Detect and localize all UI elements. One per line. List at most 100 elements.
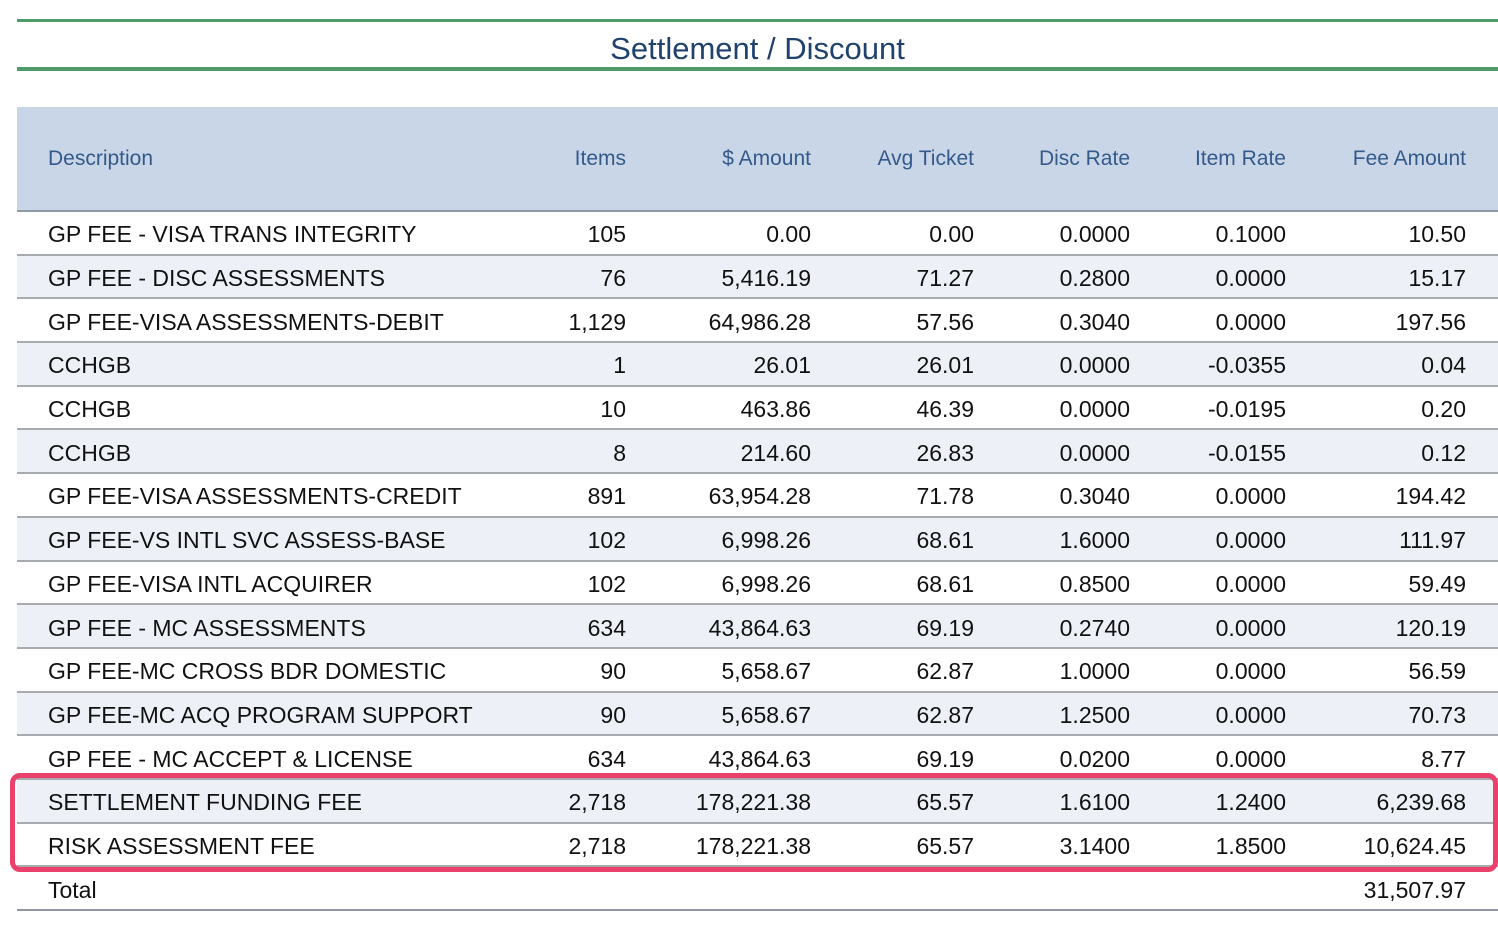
cell-fee-amount: 10,624.45 <box>1363 832 1466 859</box>
cell-item-rate: 0.0000 <box>1215 308 1286 335</box>
total-disc-rate <box>974 866 1130 910</box>
total-amount <box>626 866 811 910</box>
header-spacer <box>1466 107 1498 212</box>
cell-amount: 26.01 <box>753 352 811 379</box>
cell-item-rate: -0.0195 <box>1207 396 1286 423</box>
cell-fee-amount: 0.12 <box>1421 439 1466 466</box>
total-items <box>537 866 626 910</box>
total-label: Total <box>48 876 97 903</box>
cell-spacer <box>1466 473 1498 517</box>
header-item-rate: Item Rate <box>1130 107 1286 212</box>
cell-item-rate: 1.2400 <box>1215 789 1286 816</box>
header-disc-rate: Disc Rate <box>974 107 1130 212</box>
cell-disc-rate: 0.2740 <box>1059 614 1130 641</box>
table-row: GP FEE-VISA ASSESSMENTS-CREDIT 891 63,954.… <box>17 473 1498 517</box>
cell-avg-ticket: 69.19 <box>916 745 974 772</box>
total-spacer <box>1466 866 1498 910</box>
cell-amount: 5,658.67 <box>721 701 811 728</box>
cell-disc-rate: 0.0200 <box>1059 745 1130 772</box>
cell-avg-ticket: 26.01 <box>916 352 974 379</box>
cell-item-rate: -0.0355 <box>1207 352 1286 379</box>
cell-description: GP FEE-VISA ASSESSMENTS-DEBIT <box>48 308 444 335</box>
table-row: GP FEE-VISA INTL ACQUIRER 102 6,998.26 68.6… <box>17 560 1498 605</box>
table-row: GP FEE-VISA ASSESSMENTS-DEBIT 1,129 64,986… <box>17 298 1498 343</box>
cell-spacer <box>1466 823 1498 867</box>
cell-fee-amount: 59.49 <box>1408 570 1466 597</box>
cell-items: 102 <box>587 570 626 597</box>
cell-spacer <box>1466 561 1498 605</box>
cell-description: GP FEE - VISA TRANS INTEGRITY <box>48 221 417 248</box>
cell-avg-ticket: 71.78 <box>916 483 974 510</box>
cell-avg-ticket: 65.57 <box>916 789 974 816</box>
cell-spacer <box>1466 429 1498 473</box>
cell-fee-amount: 6,239.68 <box>1376 789 1466 816</box>
cell-items: 10 <box>600 396 626 423</box>
cell-spacer <box>1466 692 1498 736</box>
cell-description: GP FEE-VISA ASSESSMENTS-CREDIT <box>48 483 462 510</box>
header-avg-ticket: Avg Ticket <box>811 107 974 212</box>
cell-amount: 64,986.28 <box>708 308 811 335</box>
cell-fee-amount: 111.97 <box>1399 527 1466 554</box>
cell-items: 2,718 <box>568 832 626 859</box>
section-title-bar: Settlement / Discount <box>17 19 1498 71</box>
total-fee-amount: 31,507.97 <box>1363 876 1466 903</box>
cell-spacer <box>1466 211 1498 255</box>
total-avg-ticket <box>811 866 974 910</box>
table-row: GP FEE - MC ASSESSMENTS 634 43,864.63 69.19… <box>17 604 1498 648</box>
cell-fee-amount: 197.56 <box>1395 308 1466 335</box>
cell-description: GP FEE-VISA INTL ACQUIRER <box>48 570 373 597</box>
cell-avg-ticket: 62.87 <box>916 701 974 728</box>
cell-fee-amount: 0.04 <box>1421 352 1466 379</box>
cell-disc-rate: 1.6000 <box>1059 527 1130 554</box>
header-description: Description <box>17 107 537 212</box>
cell-disc-rate: 1.6100 <box>1059 789 1130 816</box>
total-row: Total 31,507.97 <box>17 866 1498 910</box>
cell-items: 2,718 <box>568 789 626 816</box>
cell-amount: 178,221.38 <box>695 789 811 816</box>
cell-fee-amount: 8.77 <box>1421 745 1466 772</box>
cell-disc-rate: 3.1400 <box>1059 832 1130 859</box>
cell-disc-rate: 0.3040 <box>1059 308 1130 335</box>
cell-disc-rate: 1.2500 <box>1059 701 1130 728</box>
table-row: CCHGB 1 26.01 26.01 0.0000 -0.0355 0.04 <box>17 342 1498 386</box>
cell-item-rate: 0.0000 <box>1215 658 1286 685</box>
cell-item-rate: 0.0000 <box>1215 527 1286 554</box>
cell-disc-rate: 0.8500 <box>1059 570 1130 597</box>
cell-fee-amount: 70.73 <box>1408 701 1466 728</box>
settlement-discount-table: Description Items $ Amount Avg Ticket Di… <box>17 107 1498 911</box>
cell-avg-ticket: 46.39 <box>916 396 974 423</box>
cell-disc-rate: 0.2800 <box>1059 265 1130 292</box>
cell-amount: 6,998.26 <box>721 570 811 597</box>
table-row: GP FEE-MC CROSS BDR DOMESTIC 90 5,658.67 62… <box>17 647 1498 692</box>
cell-description: GP FEE-VS INTL SVC ASSESS-BASE <box>48 527 446 554</box>
cell-spacer <box>1466 648 1498 692</box>
cell-disc-rate: 0.0000 <box>1059 221 1130 248</box>
cell-description: CCHGB <box>48 352 132 379</box>
cell-items: 1 <box>613 352 626 379</box>
cell-disc-rate: 0.3040 <box>1059 483 1130 510</box>
cell-items: 105 <box>587 221 626 248</box>
cell-item-rate: 0.0000 <box>1215 745 1286 772</box>
cell-amount: 178,221.38 <box>695 832 811 859</box>
cell-avg-ticket: 26.83 <box>916 439 974 466</box>
cell-item-rate: 0.0000 <box>1215 614 1286 641</box>
section-title: Settlement / Discount <box>610 31 905 66</box>
cell-description: CCHGB <box>48 439 132 466</box>
cell-fee-amount: 56.59 <box>1408 658 1466 685</box>
table-row: RISK ASSESSMENT FEE 2,718 178,221.38 65.57 3… <box>17 822 1498 867</box>
total-item-rate <box>1130 866 1286 910</box>
cell-description: RISK ASSESSMENT FEE <box>48 832 315 859</box>
table-row: GP FEE - DISC ASSESSMENTS 76 5,416.19 71.27… <box>17 254 1498 299</box>
table-row: CCHGB 8 214.60 26.83 0.0000 -0.0155 0.12 <box>17 429 1498 474</box>
cell-spacer <box>1466 386 1498 430</box>
cell-spacer <box>1466 735 1498 779</box>
cell-amount: 43,864.63 <box>708 745 811 772</box>
cell-spacer <box>1466 298 1498 342</box>
cell-fee-amount: 15.17 <box>1408 265 1466 292</box>
cell-item-rate: 0.0000 <box>1215 701 1286 728</box>
table-row: CCHGB 10 463.86 46.39 0.0000 -0.0195 0.20 <box>17 385 1498 430</box>
cell-item-rate: -0.0155 <box>1207 439 1286 466</box>
cell-disc-rate: 1.0000 <box>1059 658 1130 685</box>
header-amount: $ Amount <box>626 107 811 212</box>
cell-spacer <box>1466 255 1498 299</box>
